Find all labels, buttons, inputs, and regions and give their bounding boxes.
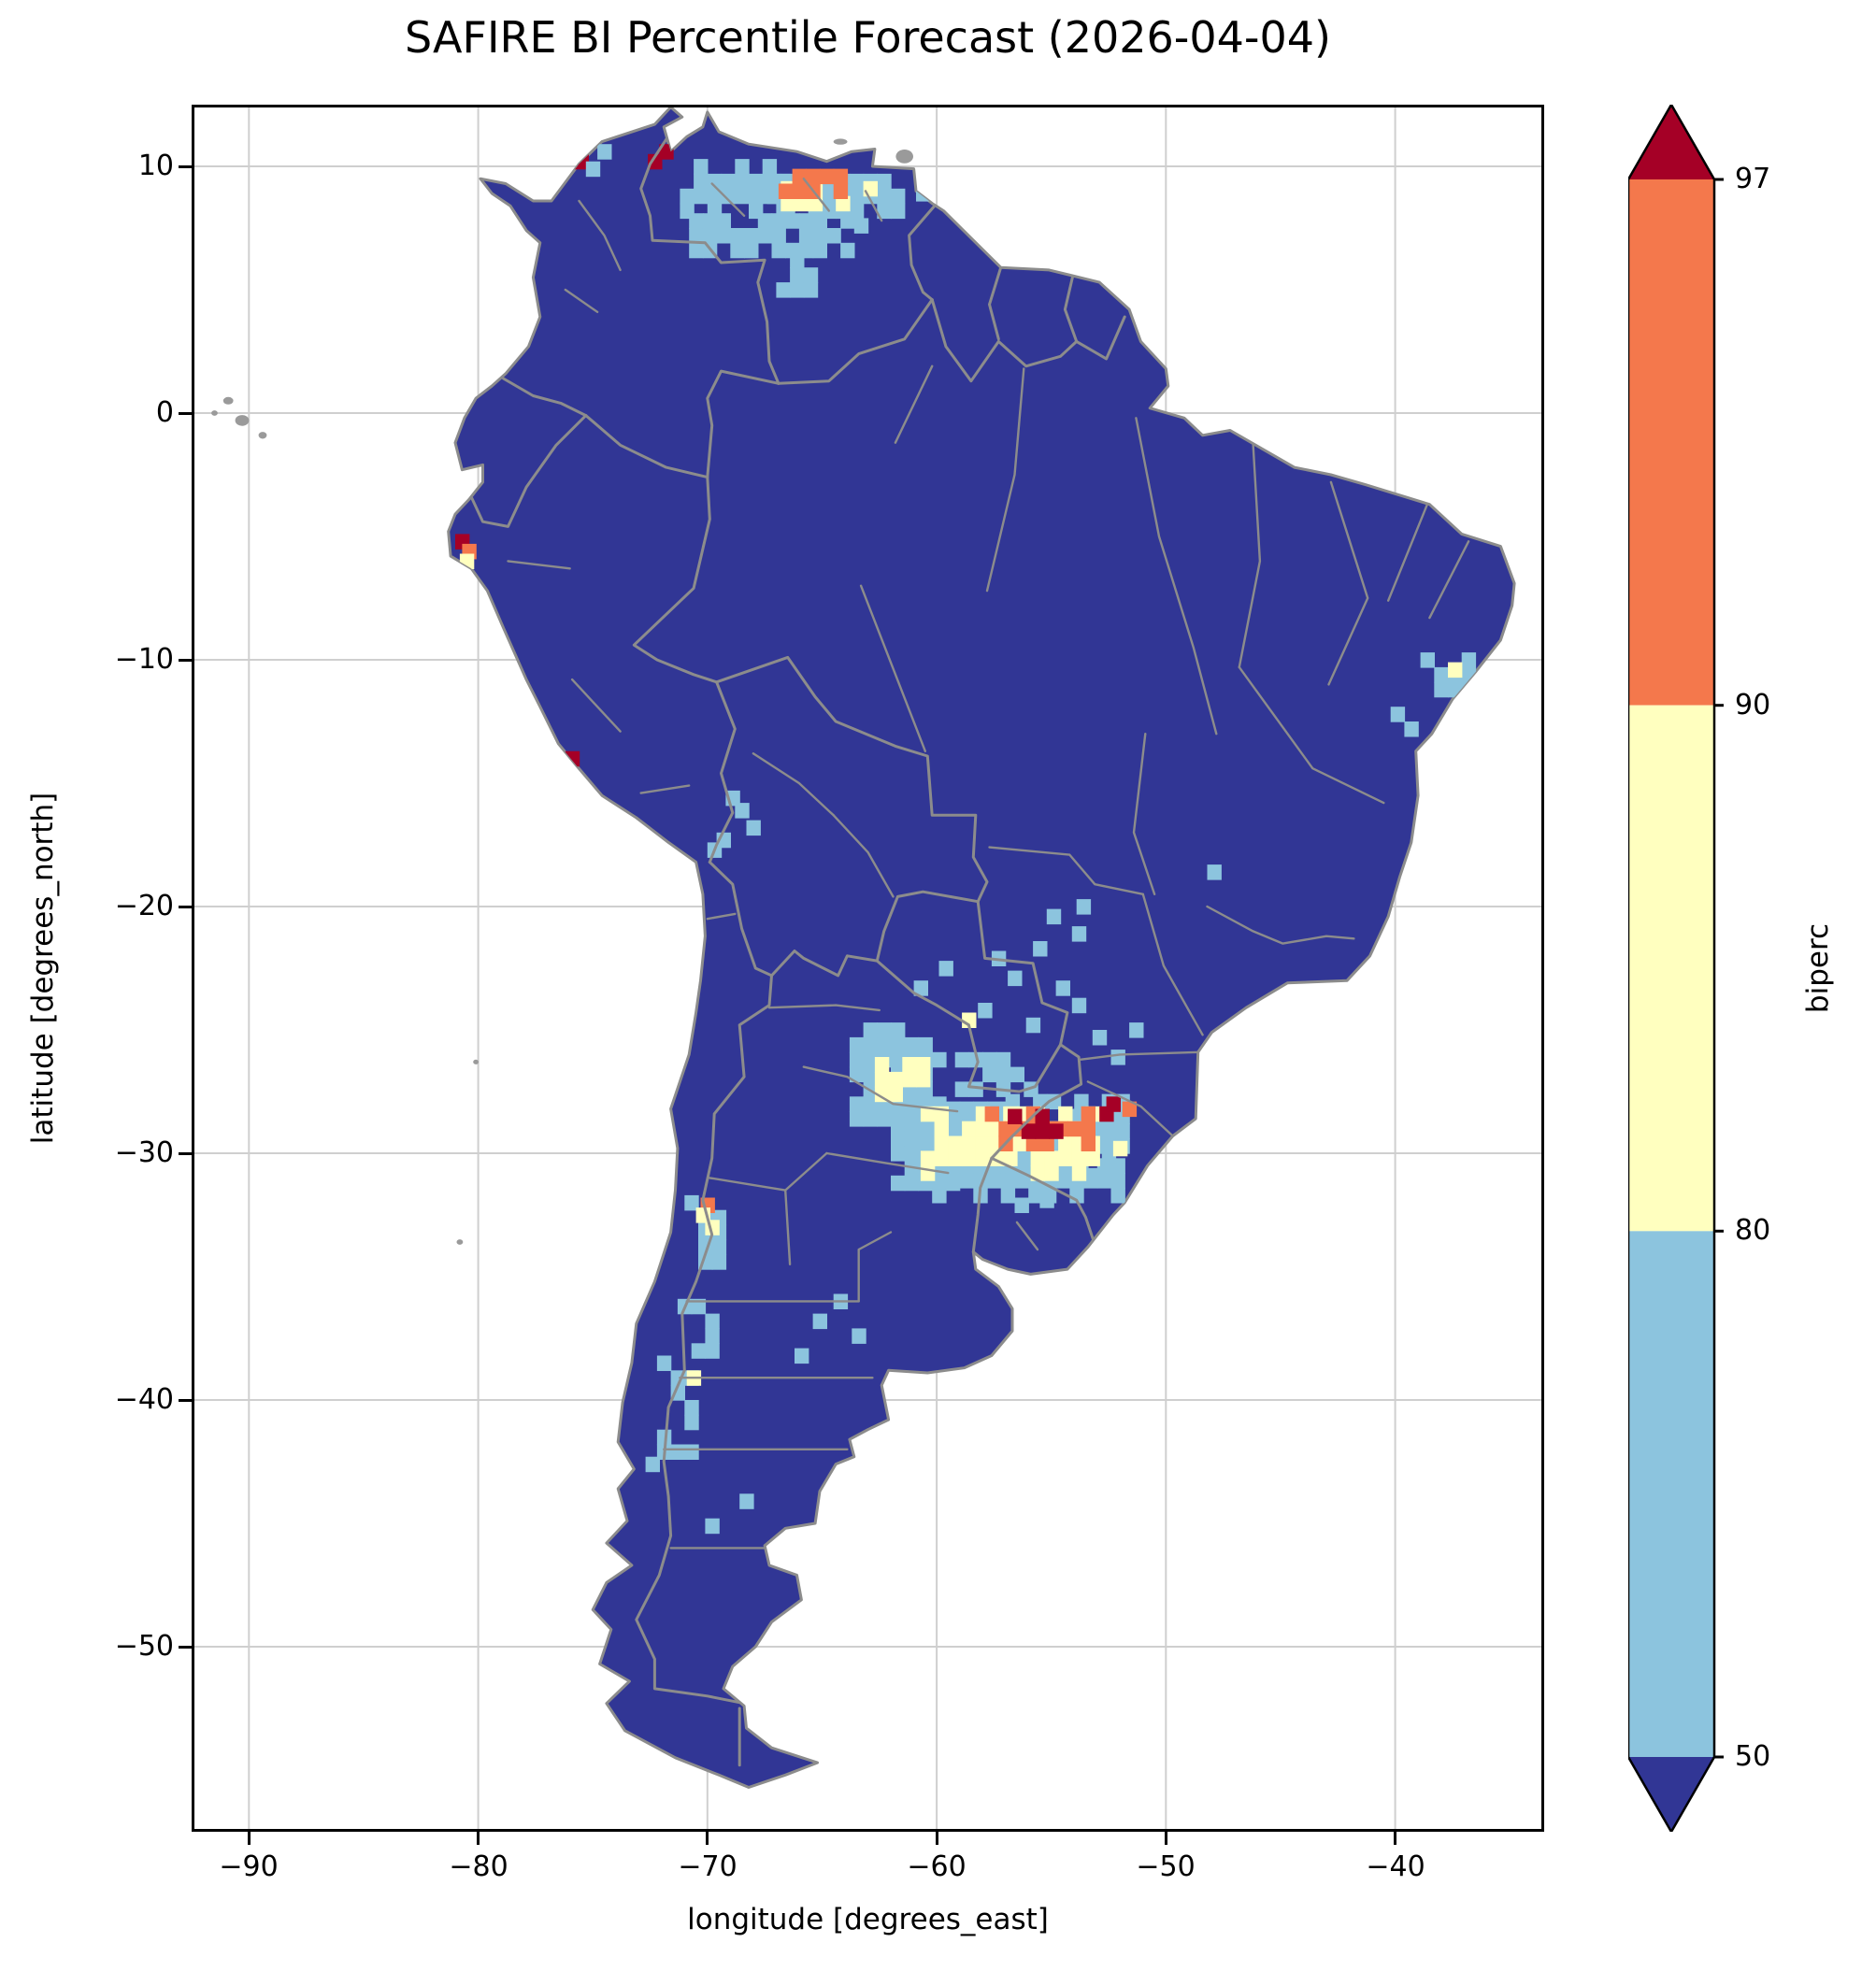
x-tick-label: −50 (1136, 1850, 1196, 1883)
colorbar-extend-min (1628, 1757, 1714, 1832)
x-tick-label: −70 (678, 1850, 738, 1883)
admin-boundaries (469, 121, 1470, 1767)
colorbar-label: biperc (1801, 922, 1835, 1014)
y-tick-label: −30 (114, 1136, 174, 1169)
axes-frame (192, 105, 1544, 1832)
island (235, 415, 250, 426)
island (456, 1239, 464, 1245)
x-tick-mark (477, 1832, 480, 1845)
colorbar (1628, 105, 1724, 1832)
island (258, 432, 267, 439)
land-mass (447, 106, 1516, 1789)
colorbar-tick-label: 97 (1735, 163, 1771, 195)
y-tick-label: −10 (114, 643, 174, 676)
y-tick-mark (179, 165, 192, 168)
y-tick-label: −40 (114, 1383, 174, 1416)
x-tick-mark (706, 1832, 709, 1845)
percentile-cells (455, 144, 1477, 1535)
x-tick-mark (1165, 1832, 1167, 1845)
colorbar-band-50-80 (1628, 1231, 1714, 1757)
y-tick-mark (179, 1646, 192, 1649)
island (473, 1059, 479, 1064)
island (222, 396, 234, 405)
x-tick-label: −40 (1366, 1850, 1425, 1883)
y-tick-label: −50 (114, 1630, 174, 1663)
colorbar-band-90-97 (1628, 179, 1714, 706)
x-tick-mark (248, 1832, 251, 1845)
x-tick-mark (1394, 1832, 1396, 1845)
colorbar-tick-label: 50 (1735, 1740, 1771, 1773)
island (895, 150, 913, 164)
map-canvas (192, 105, 1544, 1832)
colorbar-extend-max (1628, 105, 1714, 179)
colorbar-band-80-90 (1628, 705, 1714, 1232)
y-tick-mark (179, 1152, 192, 1155)
chart-title: SAFIRE BI Percentile Forecast (2026-04-0… (405, 12, 1331, 63)
y-tick-mark (179, 1399, 192, 1402)
y-tick-label: 10 (137, 150, 174, 182)
y-tick-mark (179, 659, 192, 662)
colorbar-tick-label: 80 (1735, 1214, 1771, 1247)
map-plot-area (192, 105, 1544, 1832)
y-tick-label: −20 (114, 890, 174, 922)
x-tick-label: −80 (449, 1850, 508, 1883)
x-tick-mark (936, 1832, 938, 1845)
y-tick-label: 0 (155, 396, 174, 429)
island (211, 410, 218, 416)
x-tick-label: −90 (219, 1850, 279, 1883)
x-axis-label: longitude [degrees_east] (687, 1903, 1049, 1936)
y-tick-mark (179, 906, 192, 908)
island (833, 138, 848, 145)
colorbar-tick-label: 90 (1735, 689, 1771, 721)
x-tick-label: −60 (907, 1850, 967, 1883)
y-tick-mark (179, 412, 192, 415)
